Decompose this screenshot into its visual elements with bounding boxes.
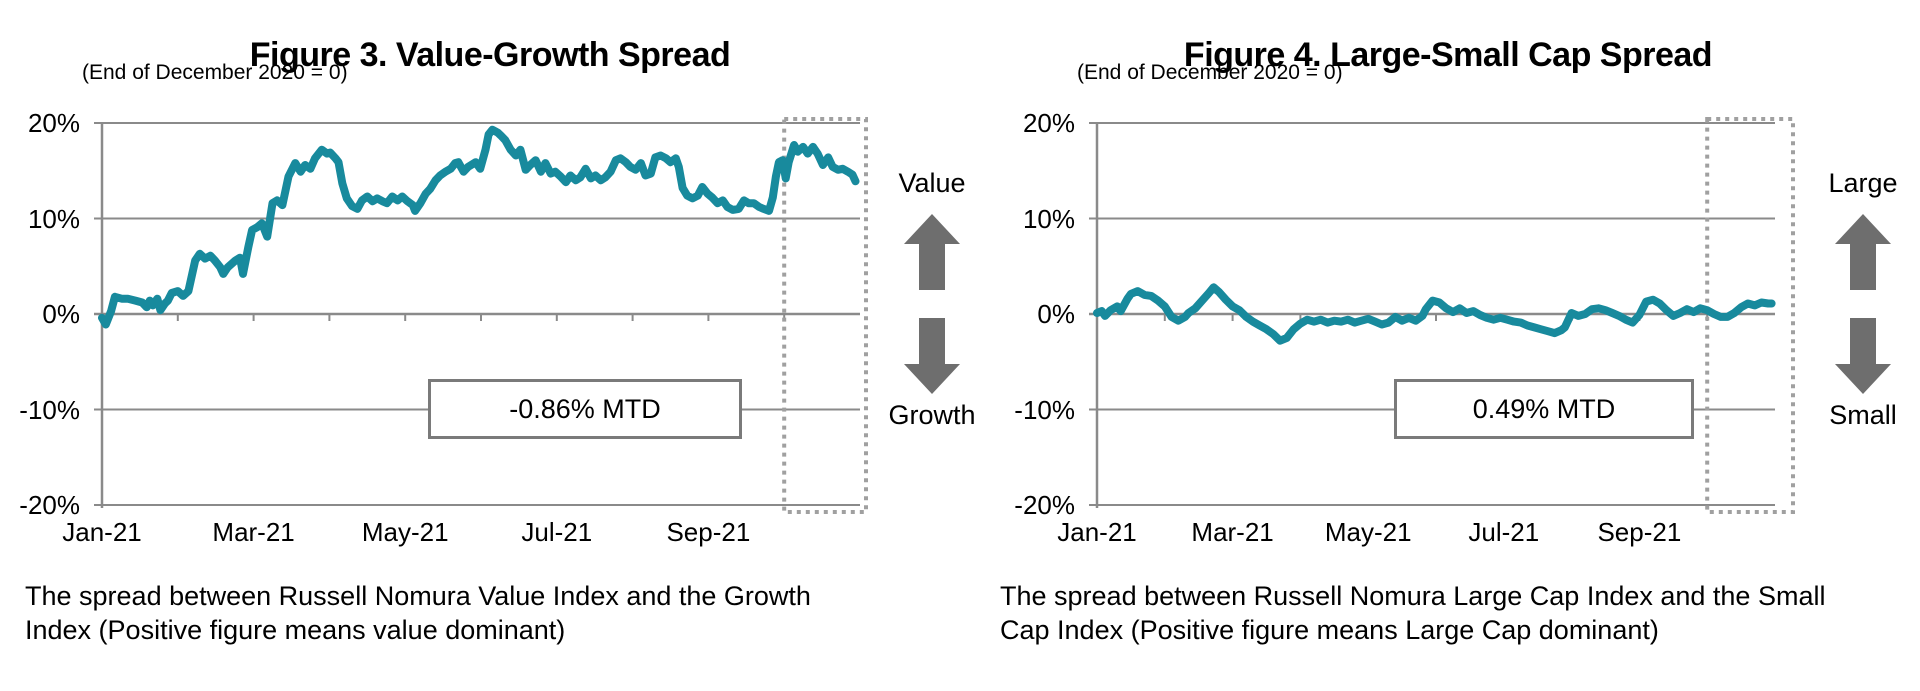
mtd-highlight-box [782,117,869,514]
figure4-plot [1089,117,1795,514]
figure3-plot [94,117,869,514]
mtd-highlight-box [1705,117,1795,514]
series-line [1093,283,1776,345]
series-line [98,125,860,329]
